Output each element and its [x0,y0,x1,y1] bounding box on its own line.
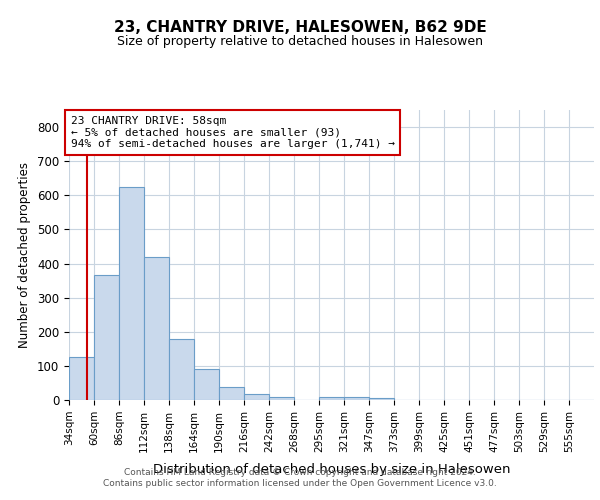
Bar [144,256,169,400]
Bar [369,398,394,400]
Bar [269,396,294,400]
Bar [169,340,194,400]
Text: Size of property relative to detached houses in Halesowen: Size of property relative to detached ho… [117,35,483,48]
Bar [219,388,244,400]
Bar [194,370,219,400]
Bar [319,396,344,400]
Y-axis label: Number of detached properties: Number of detached properties [19,162,31,348]
Bar [119,187,144,400]
X-axis label: Distribution of detached houses by size in Halesowen: Distribution of detached houses by size … [153,463,510,476]
Bar [344,398,369,400]
Bar [69,358,94,400]
Text: 23 CHANTRY DRIVE: 58sqm
← 5% of detached houses are smaller (93)
94% of semi-det: 23 CHANTRY DRIVE: 58sqm ← 5% of detached… [71,116,395,149]
Text: 23, CHANTRY DRIVE, HALESOWEN, B62 9DE: 23, CHANTRY DRIVE, HALESOWEN, B62 9DE [113,20,487,35]
Text: Contains HM Land Registry data © Crown copyright and database right 2024.
Contai: Contains HM Land Registry data © Crown c… [103,468,497,487]
Bar [244,394,269,400]
Bar [94,276,119,400]
